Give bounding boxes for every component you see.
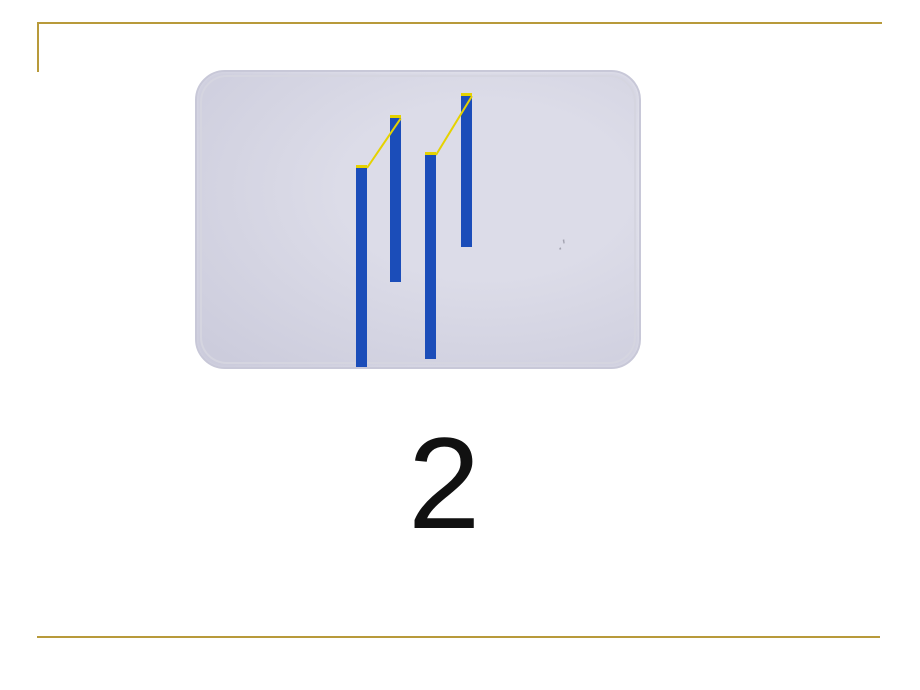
vertical-bar — [356, 167, 367, 369]
count-label: 2 — [408, 418, 480, 548]
vertical-bar — [390, 117, 401, 282]
illustration-card: ·' — [195, 70, 641, 369]
vertical-bar — [425, 154, 436, 359]
slide-frame-bottom — [37, 636, 880, 638]
slide-frame-top — [37, 22, 882, 72]
vertical-bar — [461, 95, 472, 247]
bars-container — [197, 72, 639, 367]
